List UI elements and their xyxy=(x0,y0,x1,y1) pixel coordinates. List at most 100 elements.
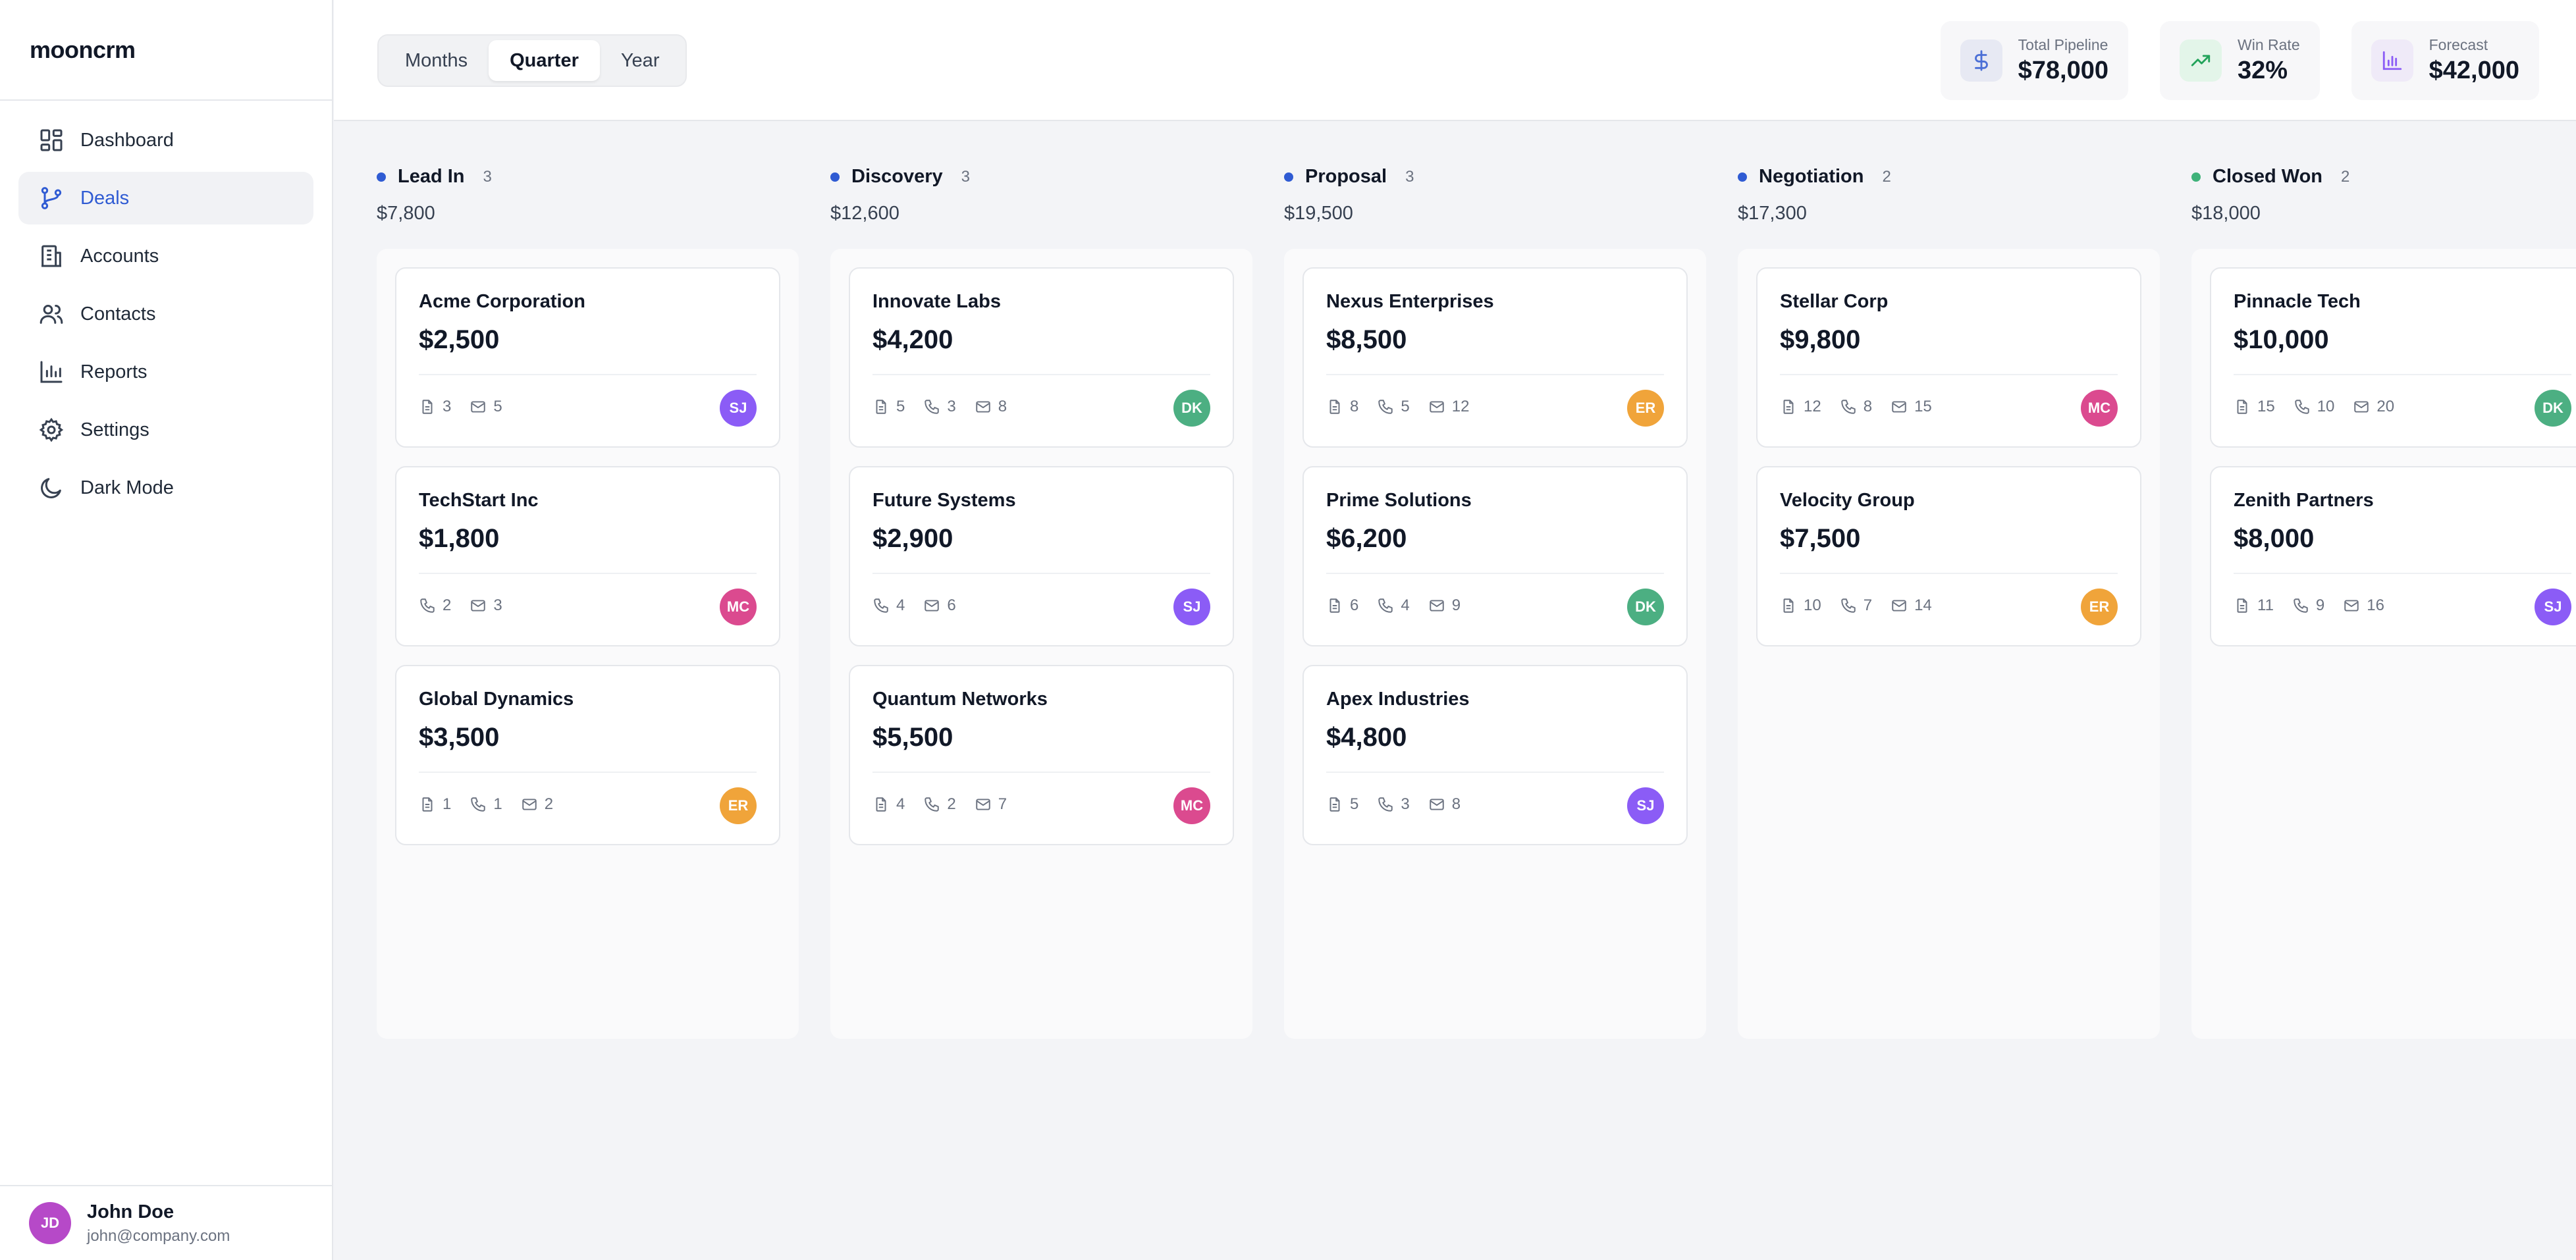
stage-dot xyxy=(1738,172,1747,182)
column-header: Closed Won 2 $18,000 xyxy=(2191,121,2576,234)
card-divider xyxy=(872,374,1210,375)
deal-documents-count: 12 xyxy=(1804,398,1821,415)
deal-card[interactable]: Prime Solutions $6,200 6 4 9 DK xyxy=(1302,466,1688,646)
phone-icon xyxy=(923,398,940,415)
deal-emails-count: 7 xyxy=(998,795,1007,813)
mail-icon xyxy=(2343,597,2360,614)
sidebar-item-dashboard[interactable]: Dashboard xyxy=(18,114,313,167)
mail-icon xyxy=(975,398,992,415)
deal-emails: 2 xyxy=(521,795,553,814)
building-icon xyxy=(38,243,65,269)
column-total: $18,000 xyxy=(2191,203,2261,224)
mail-icon xyxy=(521,796,538,813)
period-months-button[interactable]: Months xyxy=(405,49,468,71)
deal-card[interactable]: Global Dynamics $3,500 1 1 2 ER xyxy=(395,665,780,845)
deal-emails: 5 xyxy=(470,398,502,416)
deal-card[interactable]: Acme Corporation $2,500 3 5 SJ xyxy=(395,267,780,448)
deal-card[interactable]: Future Systems $2,900 4 6 SJ xyxy=(849,466,1234,646)
owner-avatar[interactable]: DK xyxy=(1173,390,1210,427)
deal-amount: $1,800 xyxy=(419,524,500,553)
deal-card[interactable]: Stellar Corp $9,800 12 8 15 MC xyxy=(1756,267,2141,448)
moon-icon xyxy=(38,475,65,501)
deal-emails-count: 9 xyxy=(1451,596,1461,614)
period-year-button[interactable]: Year xyxy=(620,49,660,71)
deal-activity: 5 3 8 xyxy=(872,398,1007,416)
owner-avatar[interactable]: MC xyxy=(720,589,757,625)
app-logo[interactable]: mooncrm xyxy=(0,0,332,101)
column-header: Proposal 3 $19,500 xyxy=(1284,121,1706,234)
deal-calls: 5 xyxy=(1377,398,1410,416)
deal-documents-count: 15 xyxy=(2257,398,2275,415)
column-dropzone[interactable]: Acme Corporation $2,500 3 5 SJ TechStart Inc $… xyxy=(377,249,799,1039)
owner-avatar[interactable]: DK xyxy=(2535,390,2571,427)
column-name: Proposal xyxy=(1305,166,1387,187)
owner-avatar[interactable]: SJ xyxy=(2535,589,2571,625)
deal-name: Nexus Enterprises xyxy=(1326,291,1494,312)
sidebar-item-settings[interactable]: Settings xyxy=(18,404,313,456)
owner-avatar[interactable]: MC xyxy=(2081,390,2118,427)
owner-avatar[interactable]: SJ xyxy=(720,390,757,427)
deal-emails-count: 8 xyxy=(998,398,1007,415)
owner-avatar[interactable]: MC xyxy=(1173,787,1210,824)
deal-documents: 1 xyxy=(419,795,451,814)
deal-card[interactable]: Zenith Partners $8,000 11 9 16 SJ xyxy=(2210,466,2576,646)
deal-calls: 10 xyxy=(2294,398,2334,416)
deal-calls: 4 xyxy=(1377,596,1410,615)
deal-emails-count: 8 xyxy=(1451,795,1461,813)
sidebar-item-accounts[interactable]: Accounts xyxy=(18,230,313,282)
mail-icon xyxy=(470,597,487,614)
column-count: 3 xyxy=(1405,167,1414,186)
deal-card[interactable]: Velocity Group $7,500 10 7 14 ER xyxy=(1756,466,2141,646)
deal-card[interactable]: TechStart Inc $1,800 2 3 MC xyxy=(395,466,780,646)
stat-value: $42,000 xyxy=(2428,57,2519,84)
deal-documents: 11 xyxy=(2234,596,2274,615)
column-dropzone[interactable]: Nexus Enterprises $8,500 8 5 12 ER Prime Solut… xyxy=(1284,249,1706,1039)
deal-name: Apex Industries xyxy=(1326,689,1470,710)
deal-calls: 4 xyxy=(872,596,905,615)
sidebar-item-reports[interactable]: Reports xyxy=(18,346,313,398)
column-dropzone[interactable]: Pinnacle Tech $10,000 15 10 20 DK Zenith Partn… xyxy=(2191,249,2576,1039)
owner-avatar[interactable]: DK xyxy=(1627,589,1664,625)
sidebar-item-contacts[interactable]: Contacts xyxy=(18,288,313,340)
column-title: Proposal 3 xyxy=(1284,166,1414,188)
deal-amount: $6,200 xyxy=(1326,524,1407,553)
deal-card[interactable]: Pinnacle Tech $10,000 15 10 20 DK xyxy=(2210,267,2576,448)
column-name: Discovery xyxy=(851,166,943,187)
deal-amount: $3,500 xyxy=(419,723,500,752)
deal-emails: 3 xyxy=(470,596,502,615)
owner-avatar[interactable]: SJ xyxy=(1173,589,1210,625)
deal-card[interactable]: Innovate Labs $4,200 5 3 8 DK xyxy=(849,267,1234,448)
column-dropzone[interactable]: Innovate Labs $4,200 5 3 8 DK Future Systems $2… xyxy=(830,249,1252,1039)
phone-icon xyxy=(1377,398,1394,415)
sidebar-item-deals[interactable]: Deals xyxy=(18,172,313,224)
owner-avatar[interactable]: SJ xyxy=(1627,787,1664,824)
deal-emails-count: 20 xyxy=(2376,398,2395,415)
deal-emails: 8 xyxy=(1428,795,1461,814)
pipeline-column-negotiation: Negotiation 2 $17,300 Stellar Corp $9,800 12 8… xyxy=(1738,121,2160,1039)
deal-card[interactable]: Apex Industries $4,800 5 3 8 SJ xyxy=(1302,665,1688,845)
deal-documents-count: 1 xyxy=(443,795,452,813)
sidebar-item-dark-mode[interactable]: Dark Mode xyxy=(18,461,313,514)
column-count: 2 xyxy=(2341,167,2350,186)
phone-icon xyxy=(923,796,940,813)
deal-documents: 5 xyxy=(872,398,905,416)
deal-name: Prime Solutions xyxy=(1326,490,1472,511)
column-count: 3 xyxy=(961,167,971,186)
period-quarter-button[interactable]: Quarter xyxy=(489,40,600,81)
card-divider xyxy=(1326,772,1664,773)
owner-avatar[interactable]: ER xyxy=(1627,390,1664,427)
column-dropzone[interactable]: Stellar Corp $9,800 12 8 15 MC Velocity Group $… xyxy=(1738,249,2160,1039)
deal-calls: 2 xyxy=(923,795,956,814)
deal-card[interactable]: Nexus Enterprises $8,500 8 5 12 ER xyxy=(1302,267,1688,448)
deal-card[interactable]: Quantum Networks $5,500 4 2 7 MC xyxy=(849,665,1234,845)
owner-avatar[interactable]: ER xyxy=(720,787,757,824)
deal-activity: 1 1 2 xyxy=(419,795,553,814)
deal-activity: 8 5 12 xyxy=(1326,398,1469,416)
deal-documents: 6 xyxy=(1326,596,1358,615)
mail-icon xyxy=(1428,796,1445,813)
owner-avatar[interactable]: ER xyxy=(2081,589,2118,625)
user-profile[interactable]: JD John Doe john@company.com xyxy=(0,1185,332,1260)
column-header: Lead In 3 $7,800 xyxy=(377,121,799,234)
deal-amount: $2,500 xyxy=(419,325,500,354)
deal-documents-count: 3 xyxy=(443,398,452,415)
